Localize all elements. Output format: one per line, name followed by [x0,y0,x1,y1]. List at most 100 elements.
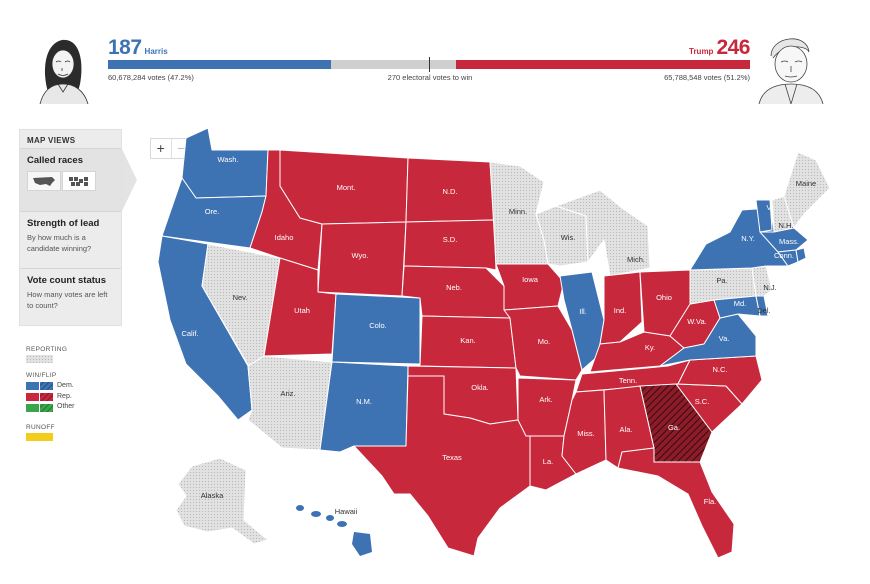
state-label-colo: Colo. [369,321,387,330]
harris-portrait [39,39,89,104]
state-label-idaho: Idaho [275,233,294,242]
270-threshold-marker [429,57,430,72]
state-ill[interactable] [559,271,605,371]
state-label-nj: N.J. [763,283,776,292]
legend-winflip-label: WIN/FLIP [26,372,57,379]
state-label-wyo: Wyo. [351,251,368,260]
state-label-del: Del. [757,306,770,315]
state-label-ark: Ark. [539,395,552,404]
state-label-wis: Wis. [561,233,576,242]
state-label-sc: S.C. [695,397,710,406]
state-texas[interactable] [353,375,531,557]
state-ariz[interactable] [247,355,333,451]
state-label-conn: Conn. [774,251,794,260]
state-mich[interactable] [555,189,651,277]
legend-rep-swatch [26,393,53,401]
state-label-mo: Mo. [538,337,551,346]
state-label-wva: W.Va. [687,317,706,326]
state-label-maine: Maine [796,179,816,188]
state-maine[interactable] [783,151,831,229]
state-labels: Wash. Ore. Calif. Nev. Idaho Mont. Wyo. Utah Col… [181,155,816,516]
state-fla[interactable] [617,447,735,559]
state-label-nh: N.H. [779,221,794,230]
us-map-icon [33,177,55,186]
state-nm[interactable] [319,361,409,453]
legend-runoff-label: RUNOFF [26,424,55,431]
legend-rep-label: Rep. [57,393,72,400]
state-label-kan: Kan. [460,336,475,345]
view-count-desc: How many votes are left to count? [27,290,108,310]
state-alaska[interactable] [175,457,269,545]
state-md[interactable] [713,295,761,319]
state-label-texas: Texas [442,453,462,462]
view-strength-title: Strength of lead [27,218,100,229]
harris-popular-vote: 60,678,284 votes (47.2%) [108,73,194,82]
view-count-title: Vote count status [27,275,106,286]
legend-runoff-swatch [26,433,53,441]
legend-dem-label: Dem. [57,382,74,389]
state-sd[interactable] [403,219,497,271]
trump-portrait [758,38,824,104]
state-label-ill: Ill. [579,307,587,316]
state-label-ore: Ore. [205,207,220,216]
legend-dem-swatch [26,382,53,390]
zoom-controls: + − [150,138,192,159]
state-label-okla: Okla. [471,383,489,392]
state-label-fla: Fla. [704,497,717,506]
legend-other-label: Other [57,403,75,410]
view-strength-desc: By how much is a candidate winning? [27,233,92,253]
rep-ev-fill [456,60,750,69]
view-strength-of-lead[interactable]: Strength of lead By how much is a candid… [20,212,121,269]
state-label-ind: Ind. [614,306,627,315]
state-label-calif: Calif. [181,329,198,338]
state-label-ga: Ga. [668,423,680,432]
state-label-ala: Ala. [620,425,633,434]
threshold-label: 270 electoral votes to win [387,73,473,82]
legend-reporting-swatch [26,355,53,363]
harris-name: Harris [144,47,168,56]
cartogram-view-toggle[interactable] [62,171,96,191]
state-label-nev: Nev. [233,293,248,302]
state-label-md: Md. [734,299,747,308]
state-label-iowa: Iowa [522,275,539,284]
state-label-ariz: Ariz. [281,389,296,398]
state-label-ky: Ky. [645,343,655,352]
state-label-ohio: Ohio [656,293,672,302]
trump-popular-vote: 65,788,548 votes (51.2%) [664,73,750,82]
trump-tally: Trump 246 [686,36,750,60]
state-label-neb: Neb. [446,283,462,292]
map-views-panel: MAP VIEWS Called races Strength of lead … [19,129,137,326]
state-label-utah: Utah [294,306,310,315]
view-vote-count-status[interactable]: Vote count status How many votes are lef… [20,269,121,317]
harris-ev: 187 [108,36,142,59]
state-label-mass: Mass. [779,237,799,246]
state-label-miss: Miss. [577,429,595,438]
state-label-nc: N.C. [713,365,728,374]
state-label-tenn: Tenn. [619,376,637,385]
state-label-minn: Minn. [509,207,527,216]
view-called-races-title: Called races [27,155,83,166]
state-label-sd: S.D. [443,235,458,244]
harris-tally: 187 Harris [108,36,171,60]
state-label-alaska: Alaska [201,491,224,500]
state-ri[interactable] [795,247,807,263]
state-label-la: La. [543,457,553,466]
state-label-hawaii: Hawaii [335,507,358,516]
dem-ev-fill [108,60,332,69]
state-label-va: Va. [719,334,730,343]
state-label-ny: N.Y. [741,234,755,243]
zoom-out-button[interactable]: − [170,139,192,158]
zoom-in-button[interactable]: + [156,140,165,156]
view-called-races[interactable]: Called races [20,149,137,212]
state-label-vt: Vt. [766,203,775,212]
state-vt[interactable] [755,199,773,233]
state-iowa[interactable] [495,263,565,311]
trump-name: Trump [689,47,714,56]
state-hawaii[interactable] [296,505,372,556]
legend-reporting-label: REPORTING [26,346,68,353]
state-label-wash: Wash. [218,155,239,164]
cartogram-icon [69,177,88,186]
us-map-view-toggle[interactable] [27,171,61,191]
trump-ev: 246 [716,36,750,59]
